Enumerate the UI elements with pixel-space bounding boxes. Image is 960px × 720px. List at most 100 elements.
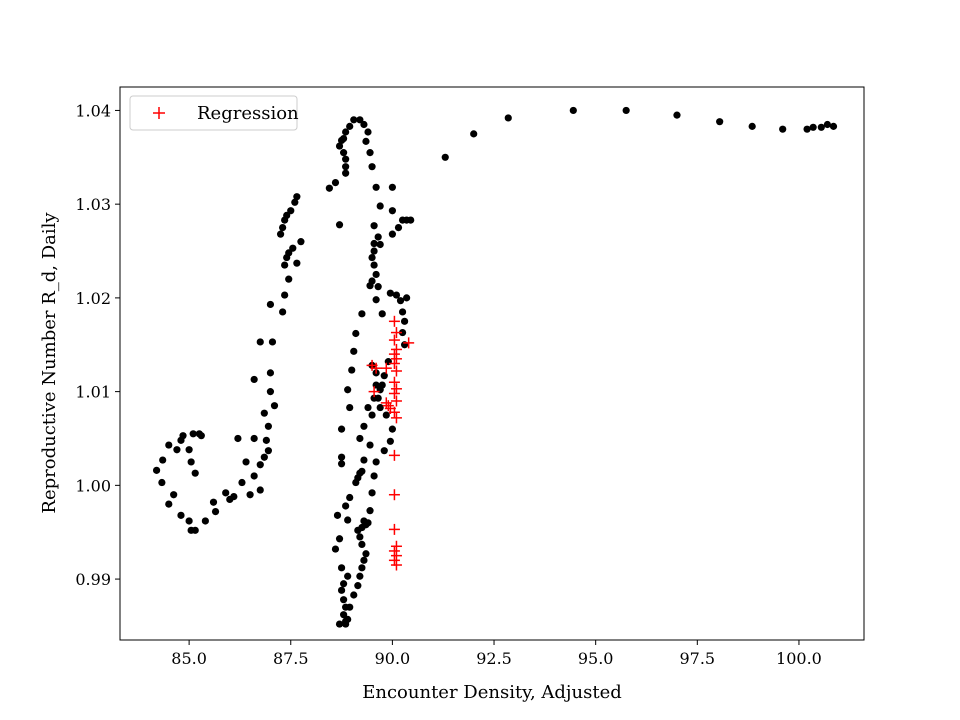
regression-point: [380, 397, 392, 409]
data-point: [372, 296, 380, 304]
data-point: [337, 586, 346, 594]
data-point: [344, 572, 352, 580]
data-point: [260, 409, 268, 417]
data-point: [246, 491, 254, 499]
data-point: [335, 620, 344, 628]
y-axis-label: Reproductive Number R_d, Daily: [39, 212, 60, 514]
data-point: [403, 294, 411, 302]
data-point: [165, 500, 173, 508]
data-point: [356, 572, 364, 580]
regression-point: [390, 383, 402, 395]
regression-point: [388, 358, 400, 369]
data-point: [673, 111, 681, 119]
data-point: [266, 388, 275, 396]
data-point: [335, 142, 344, 150]
data-point: [279, 223, 287, 232]
data-point: [335, 535, 344, 543]
data-point: [342, 502, 350, 510]
data-point: [407, 216, 415, 224]
data-point: [340, 596, 348, 604]
x-tick-label: 97.5: [679, 649, 715, 668]
data-point: [378, 381, 386, 389]
data-point: [337, 453, 346, 461]
regression-point: [388, 406, 400, 418]
data-point: [262, 436, 270, 444]
data-point: [370, 394, 378, 402]
data-point: [358, 564, 366, 572]
regression-point: [390, 540, 402, 552]
data-point: [281, 291, 289, 299]
data-point: [368, 163, 376, 171]
data-point: [470, 130, 478, 138]
data-point: [829, 122, 838, 130]
data-point: [396, 297, 405, 305]
x-tick-label: 95.0: [578, 649, 614, 668]
legend-box: [129, 95, 298, 131]
legend-plus-marker: [153, 107, 165, 119]
data-point: [266, 300, 275, 309]
data-point: [817, 123, 825, 131]
data-point: [622, 106, 630, 115]
regression-point: [388, 449, 400, 461]
data-point: [370, 261, 378, 269]
data-point: [197, 432, 205, 440]
data-point: [362, 137, 370, 145]
data-point: [185, 517, 193, 525]
data-point: [342, 163, 350, 171]
data-point: [179, 432, 187, 440]
data-point: [185, 446, 193, 454]
data-point: [346, 493, 354, 502]
data-point: [234, 434, 242, 443]
data-point: [823, 120, 832, 129]
data-point: [748, 122, 756, 130]
data-point: [335, 221, 344, 229]
data-point: [285, 249, 293, 257]
data-point: [342, 128, 350, 136]
x-tick-label: 87.5: [273, 649, 309, 668]
data-point: [364, 403, 372, 412]
data-point: [504, 114, 512, 122]
data-point: [287, 207, 295, 215]
data-point: [360, 422, 368, 430]
data-point: [293, 193, 301, 201]
x-tick-label: 92.5: [476, 649, 512, 668]
data-point: [268, 338, 277, 346]
data-point: [350, 116, 358, 124]
regression-point: [388, 315, 400, 327]
regression-point: [368, 386, 380, 398]
data-point: [370, 222, 378, 230]
data-point: [333, 511, 342, 519]
y-tick-label: 1.04: [75, 101, 111, 120]
data-point: [360, 456, 368, 464]
data-point: [344, 615, 352, 623]
legend-label-regression: Regression: [197, 103, 299, 124]
data-point: [264, 447, 272, 455]
regression-point: [388, 489, 400, 501]
data-point: [378, 310, 386, 318]
data-point: [344, 386, 352, 394]
data-point: [250, 472, 258, 480]
data-point: [380, 447, 388, 455]
data-point: [386, 289, 394, 297]
data-point: [270, 402, 279, 410]
data-point: [342, 169, 350, 177]
x-tick-label: 85.0: [171, 649, 207, 668]
data-point: [356, 116, 364, 124]
data-point: [250, 434, 258, 443]
regression-point: [403, 337, 415, 349]
legend: Regression: [129, 95, 299, 131]
data-point: [394, 223, 403, 232]
data-point: [346, 403, 354, 412]
regression-point: [388, 554, 400, 566]
data-point: [291, 198, 299, 206]
data-point: [809, 123, 817, 131]
regression-point: [388, 523, 400, 535]
data-point: [337, 425, 346, 433]
data-point: [441, 153, 449, 161]
x-tick-label: 90.0: [375, 649, 411, 668]
regression-point: [390, 353, 402, 365]
data-point: [398, 308, 407, 316]
data-point: [279, 308, 287, 316]
data-point: [569, 106, 577, 115]
regression-point: [390, 559, 402, 571]
